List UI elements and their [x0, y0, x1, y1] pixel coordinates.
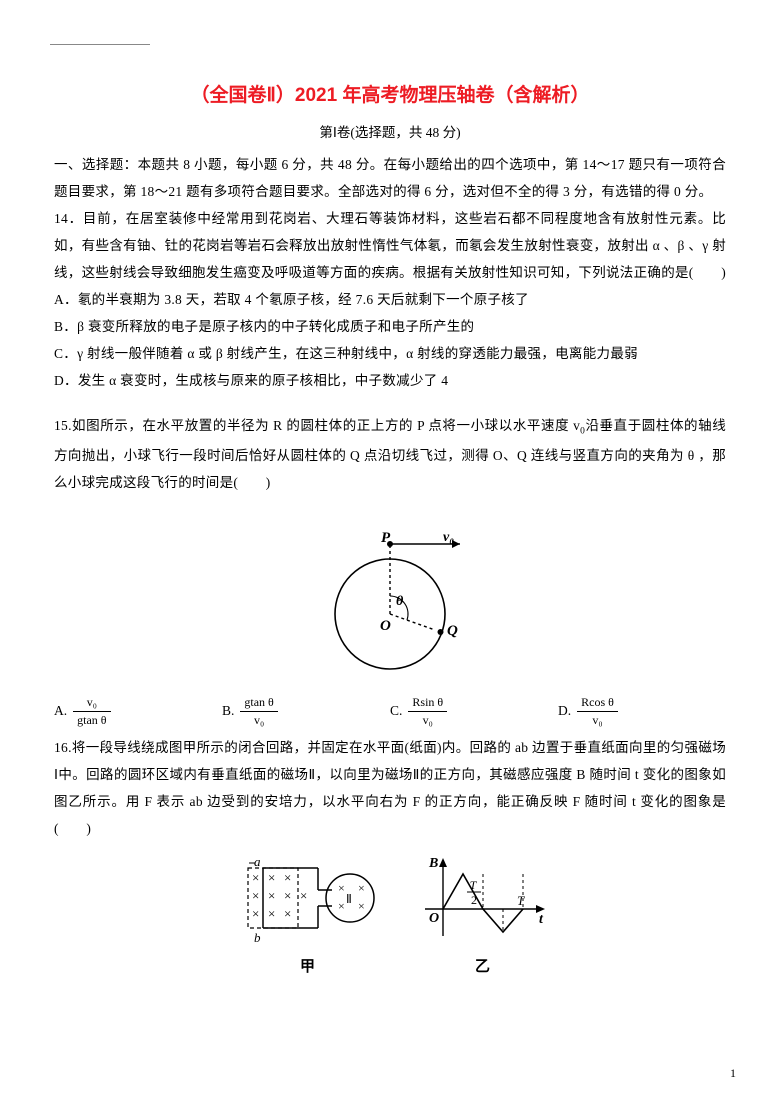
q16b-svg: B O t T T 2 — [415, 854, 550, 946]
q15-stem: 15.如图所示，在水平放置的半径为 R 的圆柱体的正上方的 P 点将一小球以水平… — [54, 412, 726, 496]
svg-text:a: a — [254, 854, 261, 869]
svg-text:Q: Q — [447, 623, 458, 639]
svg-text:×: × — [300, 888, 307, 903]
q14-option-B: B．β 衰变所释放的电子是原子核内的中子转化成质子和电子所产生的 — [54, 313, 726, 340]
svg-text:×: × — [268, 888, 275, 903]
svg-text:t: t — [539, 912, 544, 927]
frac-den: v₀ — [240, 712, 277, 728]
q14-option-C: C．γ 射线一般伴随着 α 或 β 射线产生，在这三种射线中，α 射线的穿透能力… — [54, 340, 726, 367]
svg-text:×: × — [252, 906, 259, 921]
figure-q15: P v₀ O Q θ — [54, 514, 726, 681]
top-rule — [50, 44, 150, 45]
question-15: 15.如图所示，在水平放置的半径为 R 的圆柱体的正上方的 P 点将一小球以水平… — [54, 412, 726, 728]
q15-optA-frac: v₀ gtan θ — [73, 695, 110, 728]
svg-text:×: × — [338, 899, 345, 913]
label-jia: 甲 — [230, 955, 385, 976]
svg-text:×: × — [252, 888, 259, 903]
svg-text:O: O — [380, 618, 391, 634]
svg-text:T: T — [470, 878, 478, 892]
q15-optA-label: A. — [54, 703, 67, 719]
frac-num: Rcos θ — [577, 695, 618, 712]
subtitle: 第Ⅰ卷(选择题，共 48 分) — [54, 121, 726, 141]
q15-optD-frac: Rcos θ v₀ — [577, 695, 618, 728]
question-16: 16.将一段导线绕成图甲所示的闭合回路，并固定在水平面(纸面)内。回路的 ab … — [54, 734, 726, 976]
q15-option-B: B. gtan θ v₀ — [222, 695, 390, 728]
svg-text:2: 2 — [471, 893, 477, 907]
svg-text:×: × — [268, 870, 275, 885]
q15-option-C: C. Rsin θ v₀ — [390, 695, 558, 728]
q15-optB-label: B. — [222, 703, 234, 719]
section-intro: 一、选择题：本题共 8 小题，每小题 6 分，共 48 分。在每小题给出的四个选… — [54, 151, 726, 205]
q15-optC-frac: Rsin θ v₀ — [408, 695, 447, 728]
q15-stem-text1: 15.如图所示，在水平放置的半径为 R 的圆柱体的正上方的 P 点将一小球以水平… — [54, 418, 580, 433]
frac-den: gtan θ — [73, 712, 110, 728]
q14-option-D: D．发生 α 衰变时，生成核与原来的原子核相比，中子数减少了 4 — [54, 367, 726, 394]
frac-num: Rsin θ — [408, 695, 447, 712]
q16a-svg: × × × × × × × × × × × × × × Ⅱ a b — [230, 854, 385, 946]
frac-den: v₀ — [408, 712, 447, 728]
document-title: （全国卷Ⅱ）2021 年高考物理压轴卷（含解析） — [54, 80, 726, 107]
frac-num: v₀ — [73, 695, 110, 712]
q14-option-A: A．氡的半衰期为 3.8 天，若取 4 个氡原子核，经 7.6 天后就剩下一个原… — [54, 286, 726, 313]
svg-text:×: × — [284, 906, 291, 921]
q15-option-A: A. v₀ gtan θ — [54, 695, 222, 728]
label-yi: 乙 — [415, 955, 550, 976]
svg-text:P: P — [381, 530, 391, 546]
svg-text:b: b — [254, 930, 261, 945]
svg-text:×: × — [338, 881, 345, 895]
figure-q16-jia: × × × × × × × × × × × × × × Ⅱ a b 甲 — [230, 854, 385, 976]
figure-q16-pair: × × × × × × × × × × × × × × Ⅱ a b 甲 — [54, 854, 726, 976]
svg-text:T: T — [517, 893, 525, 908]
figure-q16-yi: B O t T T 2 乙 — [415, 854, 550, 976]
q14-stem: 14．目前，在居室装修中经常用到花岗岩、大理石等装饰材料，这些岩石都不同程度地含… — [54, 205, 726, 286]
q15-optD-label: D. — [558, 703, 571, 719]
svg-text:B: B — [428, 856, 438, 871]
q15-option-D: D. Rcos θ v₀ — [558, 695, 726, 728]
svg-text:×: × — [358, 881, 365, 895]
svg-text:Ⅱ: Ⅱ — [346, 892, 352, 906]
question-14: 14．目前，在居室装修中经常用到花岗岩、大理石等装饰材料，这些岩石都不同程度地含… — [54, 205, 726, 394]
q15-svg: P v₀ O Q θ — [295, 514, 485, 676]
svg-text:θ: θ — [396, 594, 404, 609]
q15-optB-frac: gtan θ v₀ — [240, 695, 277, 728]
svg-text:×: × — [268, 906, 275, 921]
page-number: 1 — [730, 1066, 736, 1081]
svg-text:×: × — [252, 870, 259, 885]
svg-text:×: × — [284, 870, 291, 885]
q15-optC-label: C. — [390, 703, 402, 719]
q16-stem: 16.将一段导线绕成图甲所示的闭合回路，并固定在水平面(纸面)内。回路的 ab … — [54, 734, 726, 842]
frac-num: gtan θ — [240, 695, 277, 712]
svg-text:×: × — [284, 888, 291, 903]
q15-options: A. v₀ gtan θ B. gtan θ v₀ C. Rsin θ v₀ D… — [54, 695, 726, 728]
svg-text:v₀: v₀ — [443, 530, 454, 545]
frac-den: v₀ — [577, 712, 618, 728]
svg-text:×: × — [358, 899, 365, 913]
svg-text:O: O — [429, 911, 439, 926]
